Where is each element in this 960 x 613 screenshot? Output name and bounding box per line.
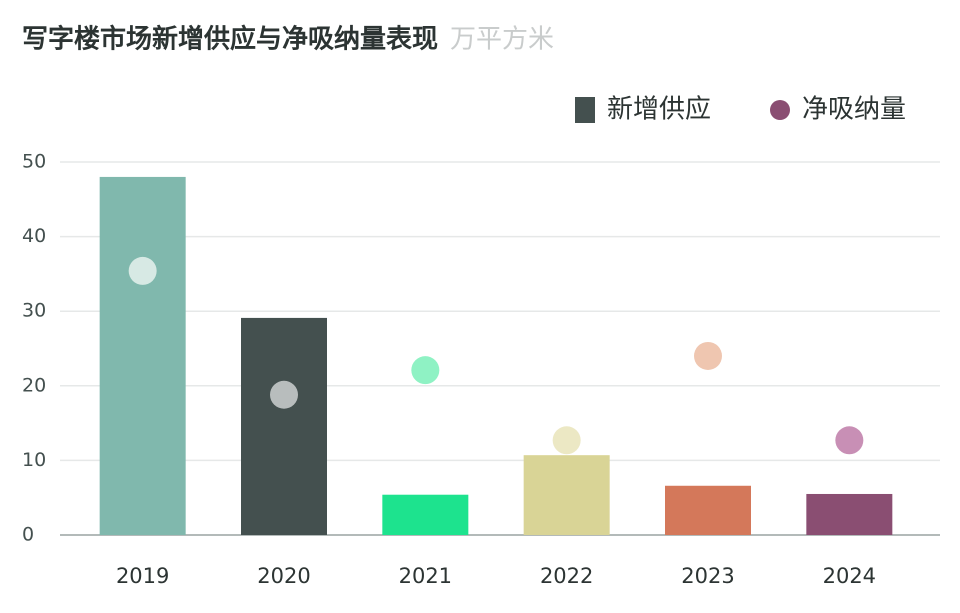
x-tick-label: 2021 <box>399 564 452 588</box>
dot <box>835 426 864 455</box>
dot <box>552 426 581 455</box>
legend-label: 新增供应 <box>607 95 711 125</box>
bar <box>99 176 186 536</box>
bar <box>382 494 469 535</box>
bar <box>806 493 893 535</box>
y-tick-label: 50 <box>22 151 46 173</box>
legend-swatch <box>770 100 790 120</box>
legend-label: 净吸纳量 <box>802 95 906 125</box>
bar <box>523 455 610 535</box>
y-tick-label: 10 <box>22 449 46 471</box>
x-tick-label: 2022 <box>540 564 593 588</box>
bar <box>241 317 327 535</box>
x-tick-label: 2023 <box>681 564 734 588</box>
bar <box>665 485 751 535</box>
y-tick-label: 20 <box>22 374 46 396</box>
chart-title: 写字楼市场新增供应与净吸纳量表现 <box>22 24 438 55</box>
y-tick-label: 0 <box>22 524 34 546</box>
dot <box>411 356 440 385</box>
dot <box>270 380 298 409</box>
y-tick-label: 30 <box>22 300 46 322</box>
unit-label: 万平方米 <box>450 25 554 55</box>
y-tick-label: 40 <box>22 225 46 247</box>
x-tick-label: 2024 <box>823 564 876 588</box>
x-tick-label: 2019 <box>116 564 169 588</box>
x-tick-label: 2020 <box>257 564 310 588</box>
dot <box>128 256 157 285</box>
legend-swatch <box>575 97 595 123</box>
dot <box>694 341 722 370</box>
